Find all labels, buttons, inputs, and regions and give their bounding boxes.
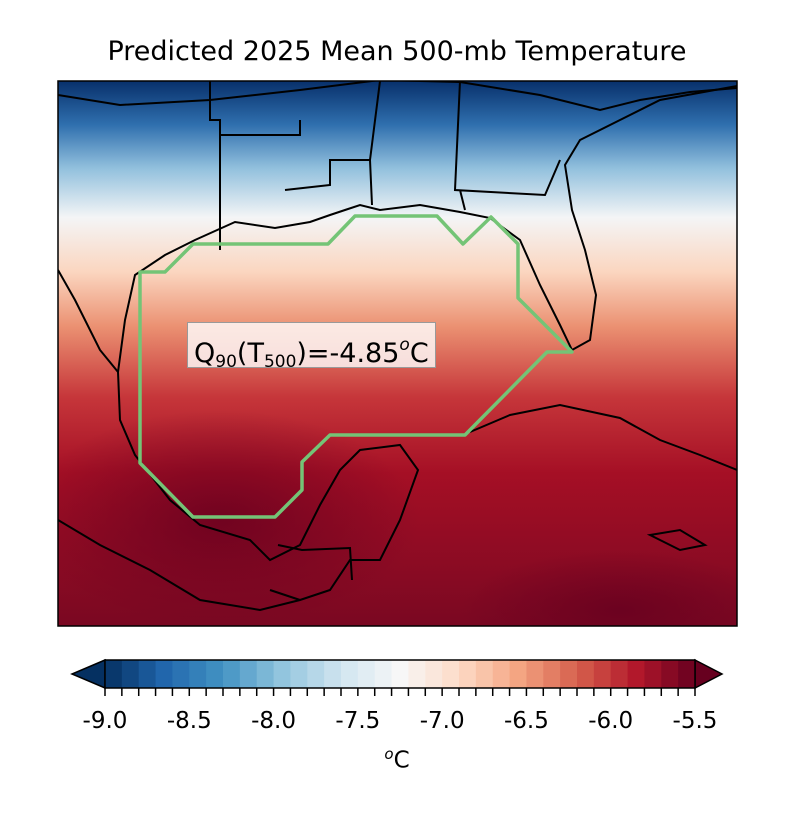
annot-deg: o [399,335,410,355]
map-frame [57,80,738,627]
colorbar-bin [307,660,325,688]
colorbar-bin [661,660,679,688]
coastlines [58,81,737,612]
annot-q-sub: 90 [215,352,237,372]
figure-title: Predicted 2025 Mean 500-mb Temperature [107,36,687,67]
colorbar-label-text: C [393,747,410,774]
colorbar-tick-label: -5.5 [672,708,718,734]
colorbar-bin [239,660,258,688]
colorbar-extend-high [694,658,724,690]
colorbar-bin [593,660,612,688]
colorbar-bin [374,660,393,688]
colorbar-bin [290,660,308,688]
colorbar-tick-label: -6.0 [588,708,634,734]
colorbar-bin [442,660,460,688]
region-outline [138,214,574,519]
colorbar-bin [425,660,443,688]
colorbar-tick-label: -8.5 [166,708,212,734]
colorbar-tick-label: -9.0 [82,708,128,734]
colorbar-bin [206,660,224,688]
colorbar-bin [577,660,595,688]
colorbar-tick-label: -7.0 [419,708,465,734]
warm-core [58,410,420,626]
colorbar-label: oC [0,745,794,774]
colorbar-frame [104,659,696,689]
colorbar-bin [543,660,561,688]
warm-core [460,550,737,626]
colorbar-bin [475,660,494,688]
colorbar-extend-low [70,658,106,690]
colorbar-bin [256,660,275,688]
colorbar-bin [155,660,173,688]
quantile-annotation: Q90(T500)=-4.85oC [187,322,436,372]
annot-unit: C [409,338,429,369]
colorbar-bin [172,660,190,688]
annot-q: Q [194,338,216,369]
colorbar-bin [492,660,511,688]
annot-t: (T [236,338,264,369]
colorbar-bin [526,660,544,688]
colorbar-label-sup: o [384,745,394,763]
annot-t-sub: 500 [263,352,297,372]
annot-value: )=-4.85 [296,338,400,369]
colorbar-bin [273,660,291,688]
colorbar-bin [357,660,376,688]
colorbar-bin [610,660,629,688]
colorbar-bin [627,660,645,688]
colorbar-bin [678,660,696,688]
colorbar-bin [560,660,578,688]
colorbar-bin [408,660,426,688]
colorbar-bin [341,660,359,688]
colorbar-bin [189,660,207,688]
colorbar-bin [105,660,123,688]
colorbar-tick-label: -7.5 [335,708,381,734]
colorbar-bin [644,660,662,688]
colorbar [70,658,724,696]
colorbar-bin [223,660,241,688]
colorbar-bin [324,660,342,688]
colorbar-bin [121,660,140,688]
colorbar-bin [509,660,527,688]
colorbar-bin [138,660,157,688]
colorbar-tick-label: -6.5 [503,708,549,734]
colorbar-tick-label: -8.0 [251,708,297,734]
colorbar-bin [459,660,477,688]
colorbar-bin [391,660,409,688]
